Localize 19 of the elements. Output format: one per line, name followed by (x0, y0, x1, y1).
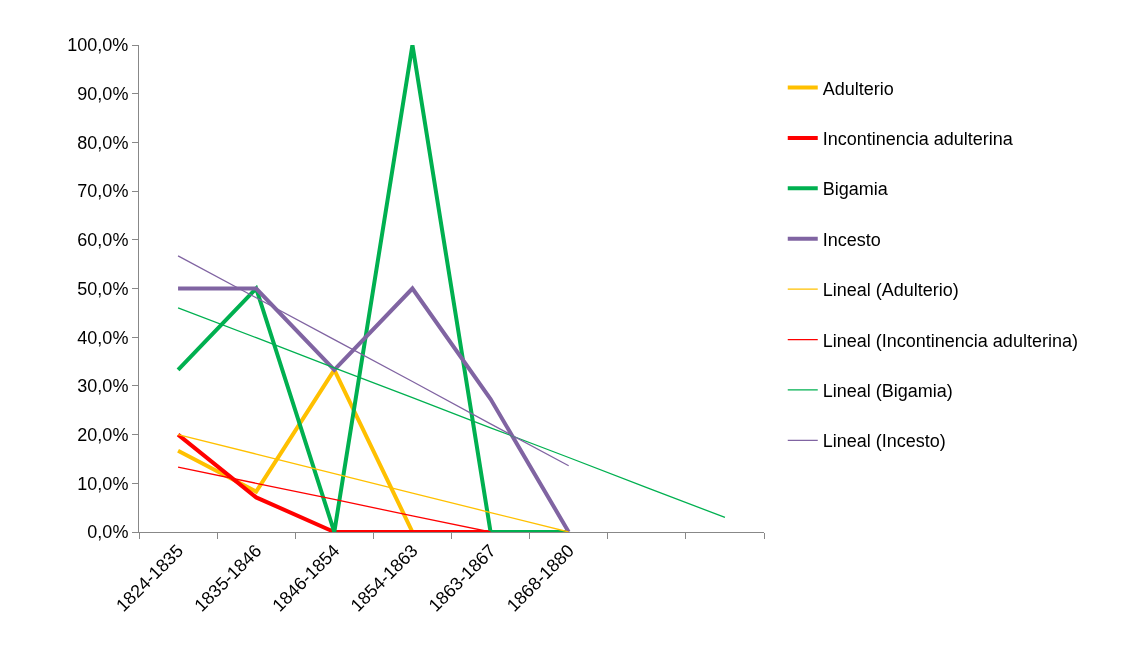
legend-label: Incontinencia adulterina (822, 128, 1014, 149)
y-tick-label: 100,0% (67, 35, 129, 56)
legend-label: Incesto (822, 229, 881, 250)
y-tick-label: 80,0% (77, 132, 129, 153)
legend-label: Lineal (Incesto) (822, 431, 946, 452)
y-tick-label: 0,0% (87, 522, 129, 543)
y-tick-label: 10,0% (77, 473, 129, 494)
y-tick-label: 90,0% (77, 84, 129, 104)
y-tick-label: 40,0% (77, 327, 129, 348)
y-tick-label: 50,0% (77, 278, 129, 299)
legend-label: Lineal (Bigamia) (822, 380, 953, 401)
legend-label: Bigamia (822, 179, 889, 200)
y-tick-label: 30,0% (77, 376, 129, 397)
legend-label: Lineal (Adulterio) (822, 280, 959, 301)
legend-label: Lineal (Incontinencia adulterina) (822, 330, 1078, 351)
y-tick-label: 20,0% (77, 424, 129, 445)
y-tick-label: 70,0% (77, 181, 129, 202)
legend-label: Adulterio (822, 78, 894, 99)
y-tick-label: 60,0% (77, 230, 129, 251)
